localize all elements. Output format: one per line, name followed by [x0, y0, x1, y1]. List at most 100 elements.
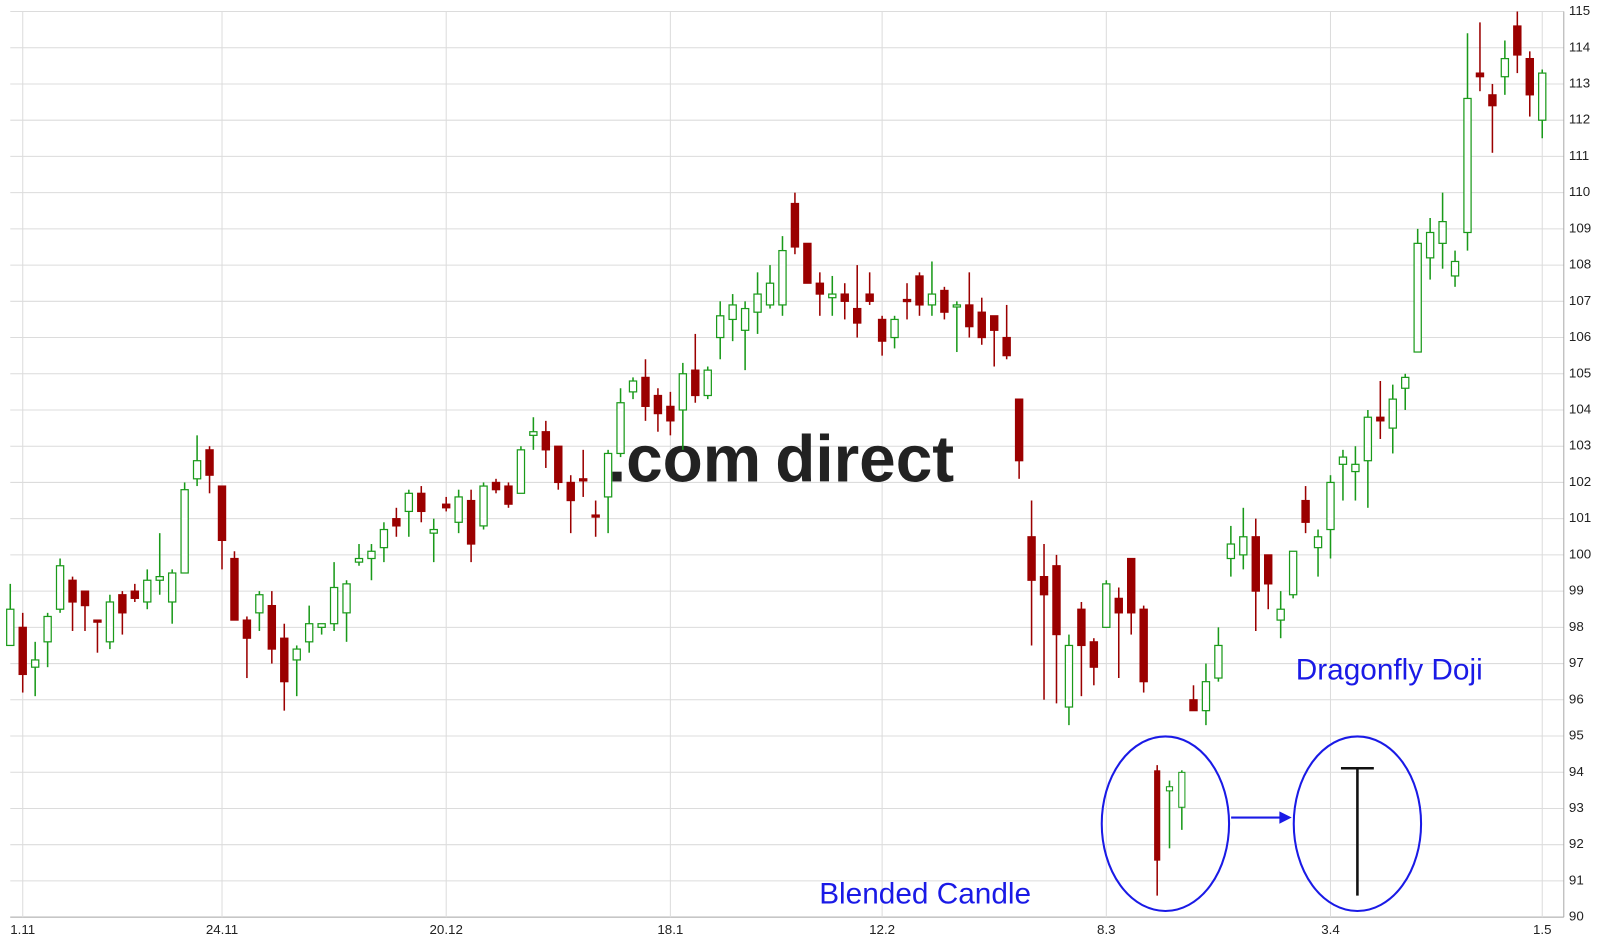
- candle-body: [765, 282, 775, 306]
- candle-body: [1450, 260, 1460, 277]
- candle-body: [1413, 242, 1422, 353]
- candle-body: [927, 293, 937, 306]
- candle-body: [1513, 25, 1522, 56]
- candle-body: [1438, 221, 1447, 244]
- candle-body: [1039, 576, 1049, 596]
- x-tick-label: 20.12: [430, 922, 463, 937]
- candles: [6, 11, 1547, 726]
- y-tick-label: 101: [1569, 510, 1591, 525]
- candle-body: [554, 445, 563, 484]
- candle-body: [304, 623, 314, 643]
- candle-body: [616, 402, 625, 455]
- candle-body: [479, 485, 488, 527]
- candle-body: [1251, 536, 1260, 592]
- candle-body: [1288, 550, 1298, 596]
- x-tick-label: 1.11: [10, 922, 35, 937]
- candle-body: [1313, 536, 1323, 549]
- watermark: .com: [608, 423, 761, 496]
- candle-body: [840, 293, 849, 302]
- candle-body: [990, 315, 999, 331]
- candle-body: [603, 452, 613, 498]
- x-tick-label: 24.11: [206, 922, 238, 937]
- candle-body: [703, 369, 712, 397]
- candle-body: [915, 275, 924, 306]
- candle-body: [529, 431, 538, 436]
- candle-body: [628, 380, 638, 393]
- candle-body: [1089, 641, 1099, 668]
- candle-body: [1500, 57, 1510, 78]
- candle-body: [354, 557, 364, 563]
- candle-body: [242, 619, 252, 639]
- y-tick-label: 95: [1569, 728, 1584, 743]
- candle-body: [653, 394, 663, 415]
- candle-body: [466, 499, 476, 545]
- illustration: [1100, 735, 1423, 913]
- candle-body: [130, 590, 140, 599]
- candle-body: [55, 565, 65, 610]
- arrow-head: [1279, 811, 1292, 824]
- candle-body: [379, 528, 389, 549]
- candle-body: [1077, 608, 1086, 647]
- candle-body: [977, 311, 986, 339]
- x-tick-label: 1.5: [1533, 922, 1552, 937]
- candle-body: [1214, 644, 1223, 679]
- candle-body: [591, 514, 600, 518]
- candle-body: [1239, 536, 1248, 556]
- candle-body: [666, 405, 675, 422]
- candle-body: [230, 557, 239, 621]
- candle-body: [578, 478, 588, 482]
- candle-body: [1139, 608, 1148, 683]
- candle-body: [516, 449, 526, 494]
- candle-body: [1401, 376, 1410, 389]
- y-tick-label: 115: [1569, 3, 1590, 18]
- candle-body: [1052, 565, 1061, 636]
- y-tick-label: 105: [1569, 365, 1591, 380]
- y-tick-label: 91: [1569, 872, 1584, 887]
- candle-body: [267, 604, 277, 650]
- example-body: [1154, 770, 1161, 861]
- x-tick-label: 3.4: [1321, 922, 1340, 937]
- candle-body: [1301, 499, 1310, 523]
- x-tick-label: 12.2: [869, 922, 895, 937]
- candle-body: [429, 528, 438, 534]
- candle-body: [1127, 557, 1136, 614]
- candle-body: [30, 659, 40, 668]
- candle-body: [18, 626, 27, 676]
- circle: [1100, 735, 1231, 913]
- y-tick-label: 106: [1569, 329, 1591, 344]
- candle-body: [952, 304, 962, 308]
- candle-body: [753, 293, 762, 313]
- candle-body: [1376, 416, 1385, 422]
- candle-body: [1338, 456, 1348, 465]
- candle-body: [1388, 398, 1397, 429]
- candle-body: [205, 449, 214, 476]
- y-tick-label: 103: [1569, 438, 1591, 453]
- candle-body: [167, 572, 177, 603]
- candle-body: [691, 369, 700, 397]
- watermark: direct: [775, 423, 954, 496]
- candle-body: [1027, 536, 1036, 581]
- y-tick-label: 102: [1569, 474, 1591, 489]
- candle-body: [728, 304, 737, 321]
- y-tick-label: 96: [1569, 691, 1584, 706]
- candle-body: [1276, 608, 1285, 621]
- y-tick-label: 109: [1569, 220, 1591, 235]
- candle-body: [1351, 463, 1360, 473]
- y-tick-label: 99: [1569, 583, 1584, 598]
- candle-body: [392, 518, 401, 527]
- candle-body: [1425, 231, 1435, 259]
- example-body: [1178, 771, 1186, 808]
- candle-body: [68, 579, 77, 603]
- y-tick-label: 93: [1569, 800, 1584, 815]
- example-body: [1165, 786, 1174, 792]
- y-tick-label: 104: [1569, 402, 1592, 417]
- candle-body: [541, 431, 551, 451]
- candle-body: [1264, 554, 1273, 585]
- candle-body: [491, 481, 501, 491]
- candle-body: [280, 637, 289, 683]
- candle-body: [155, 576, 164, 581]
- y-tick-label: 107: [1569, 293, 1591, 308]
- y-tick-label: 92: [1569, 836, 1584, 851]
- y-tick-label: 100: [1569, 546, 1591, 561]
- candle-body: [1326, 481, 1335, 531]
